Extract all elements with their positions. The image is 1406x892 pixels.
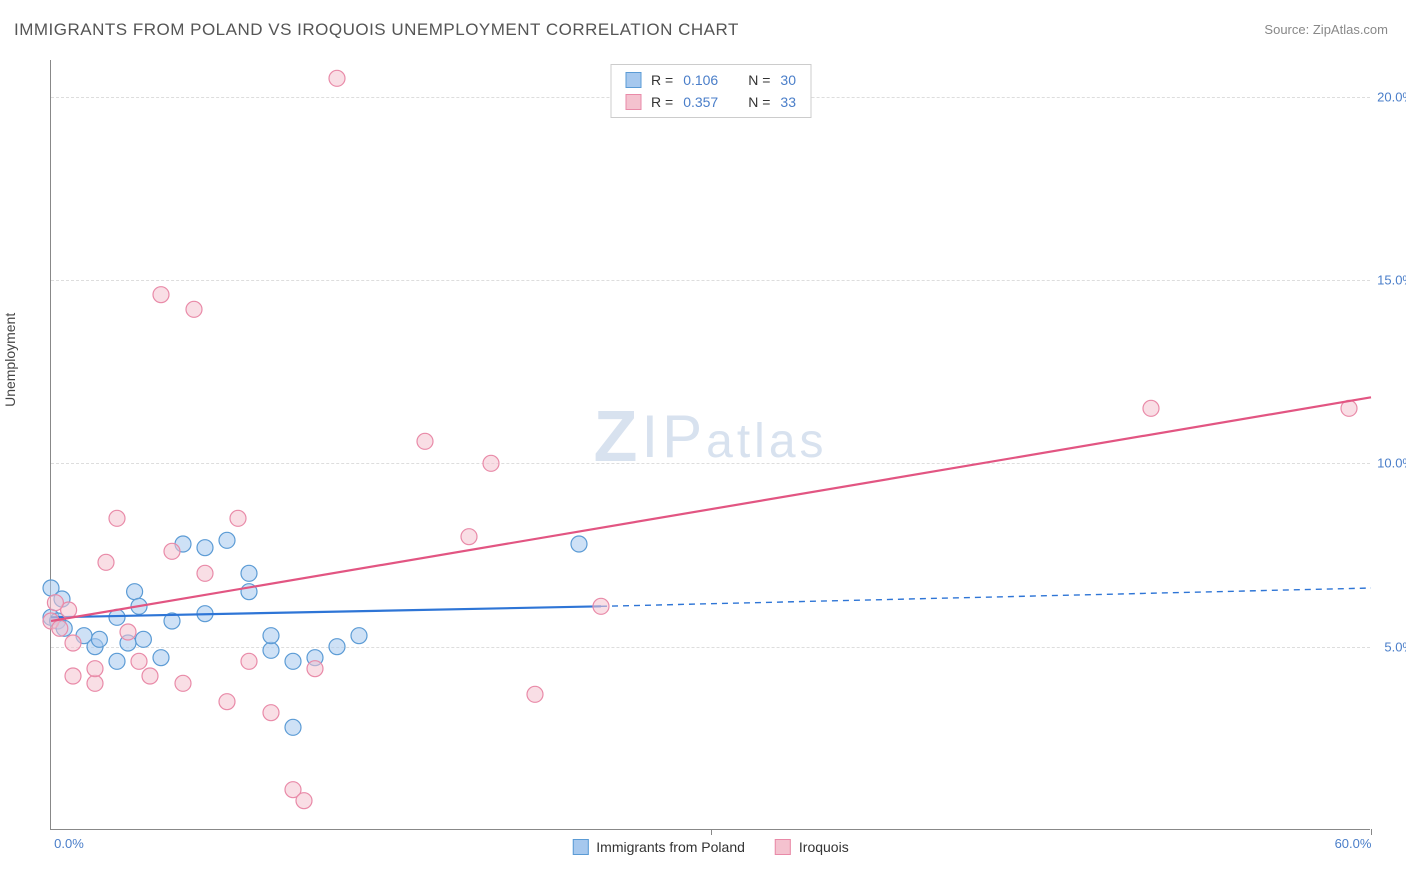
scatter-svg <box>51 60 1370 829</box>
scatter-point <box>109 510 125 526</box>
legend-item-series1: Immigrants from Poland <box>572 839 745 855</box>
scatter-point <box>153 650 169 666</box>
scatter-point <box>98 554 114 570</box>
x-tick-label: 60.0% <box>1335 836 1372 851</box>
trend-line-solid <box>51 397 1371 621</box>
legend-item-series2: Iroquois <box>775 839 849 855</box>
scatter-point <box>91 631 107 647</box>
scatter-point <box>241 653 257 669</box>
scatter-point <box>329 70 345 86</box>
scatter-point <box>263 705 279 721</box>
trend-line-dashed <box>601 588 1371 606</box>
source-name: ZipAtlas.com <box>1313 22 1388 37</box>
x-tick-mark <box>711 829 712 835</box>
scatter-point <box>285 653 301 669</box>
scatter-point <box>527 686 543 702</box>
scatter-point <box>296 793 312 809</box>
x-tick-mark <box>1371 829 1372 835</box>
scatter-point <box>135 631 151 647</box>
scatter-point <box>127 584 143 600</box>
scatter-point <box>1143 400 1159 416</box>
legend-label-1: Immigrants from Poland <box>596 839 745 855</box>
swatch-bottom-1 <box>572 839 588 855</box>
scatter-point <box>52 620 68 636</box>
correlation-chart: IMMIGRANTS FROM POLAND VS IROQUOIS UNEMP… <box>0 0 1406 892</box>
y-tick-label: 15.0% <box>1377 273 1406 288</box>
scatter-point <box>87 675 103 691</box>
scatter-point <box>65 635 81 651</box>
scatter-point <box>230 510 246 526</box>
scatter-point <box>186 301 202 317</box>
y-tick-label: 20.0% <box>1377 89 1406 104</box>
scatter-point <box>461 529 477 545</box>
x-tick-label: 0.0% <box>54 836 84 851</box>
scatter-point <box>109 653 125 669</box>
chart-title: IMMIGRANTS FROM POLAND VS IROQUOIS UNEMP… <box>14 20 739 40</box>
scatter-point <box>131 653 147 669</box>
scatter-point <box>593 598 609 614</box>
legend-label-2: Iroquois <box>799 839 849 855</box>
scatter-point <box>197 540 213 556</box>
y-axis-label: Unemployment <box>2 313 18 407</box>
scatter-point <box>329 639 345 655</box>
scatter-point <box>120 624 136 640</box>
source-attribution: Source: ZipAtlas.com <box>1264 22 1388 37</box>
scatter-point <box>241 565 257 581</box>
scatter-point <box>219 532 235 548</box>
scatter-point <box>164 543 180 559</box>
scatter-point <box>87 661 103 677</box>
scatter-point <box>219 694 235 710</box>
scatter-point <box>417 433 433 449</box>
scatter-point <box>285 719 301 735</box>
scatter-point <box>47 595 63 611</box>
plot-area: ZIPatlas 5.0%10.0%15.0%20.0% 0.0%60.0% R… <box>50 60 1370 830</box>
scatter-point <box>263 642 279 658</box>
y-tick-label: 10.0% <box>1377 456 1406 471</box>
scatter-point <box>351 628 367 644</box>
scatter-point <box>65 668 81 684</box>
legend-series: Immigrants from Poland Iroquois <box>572 839 848 855</box>
scatter-point <box>197 565 213 581</box>
scatter-point <box>483 455 499 471</box>
y-tick-label: 5.0% <box>1384 639 1406 654</box>
swatch-bottom-2 <box>775 839 791 855</box>
source-label: Source: <box>1264 22 1309 37</box>
scatter-point <box>263 628 279 644</box>
scatter-point <box>153 287 169 303</box>
scatter-point <box>571 536 587 552</box>
scatter-point <box>307 661 323 677</box>
scatter-point <box>175 675 191 691</box>
scatter-point <box>142 668 158 684</box>
